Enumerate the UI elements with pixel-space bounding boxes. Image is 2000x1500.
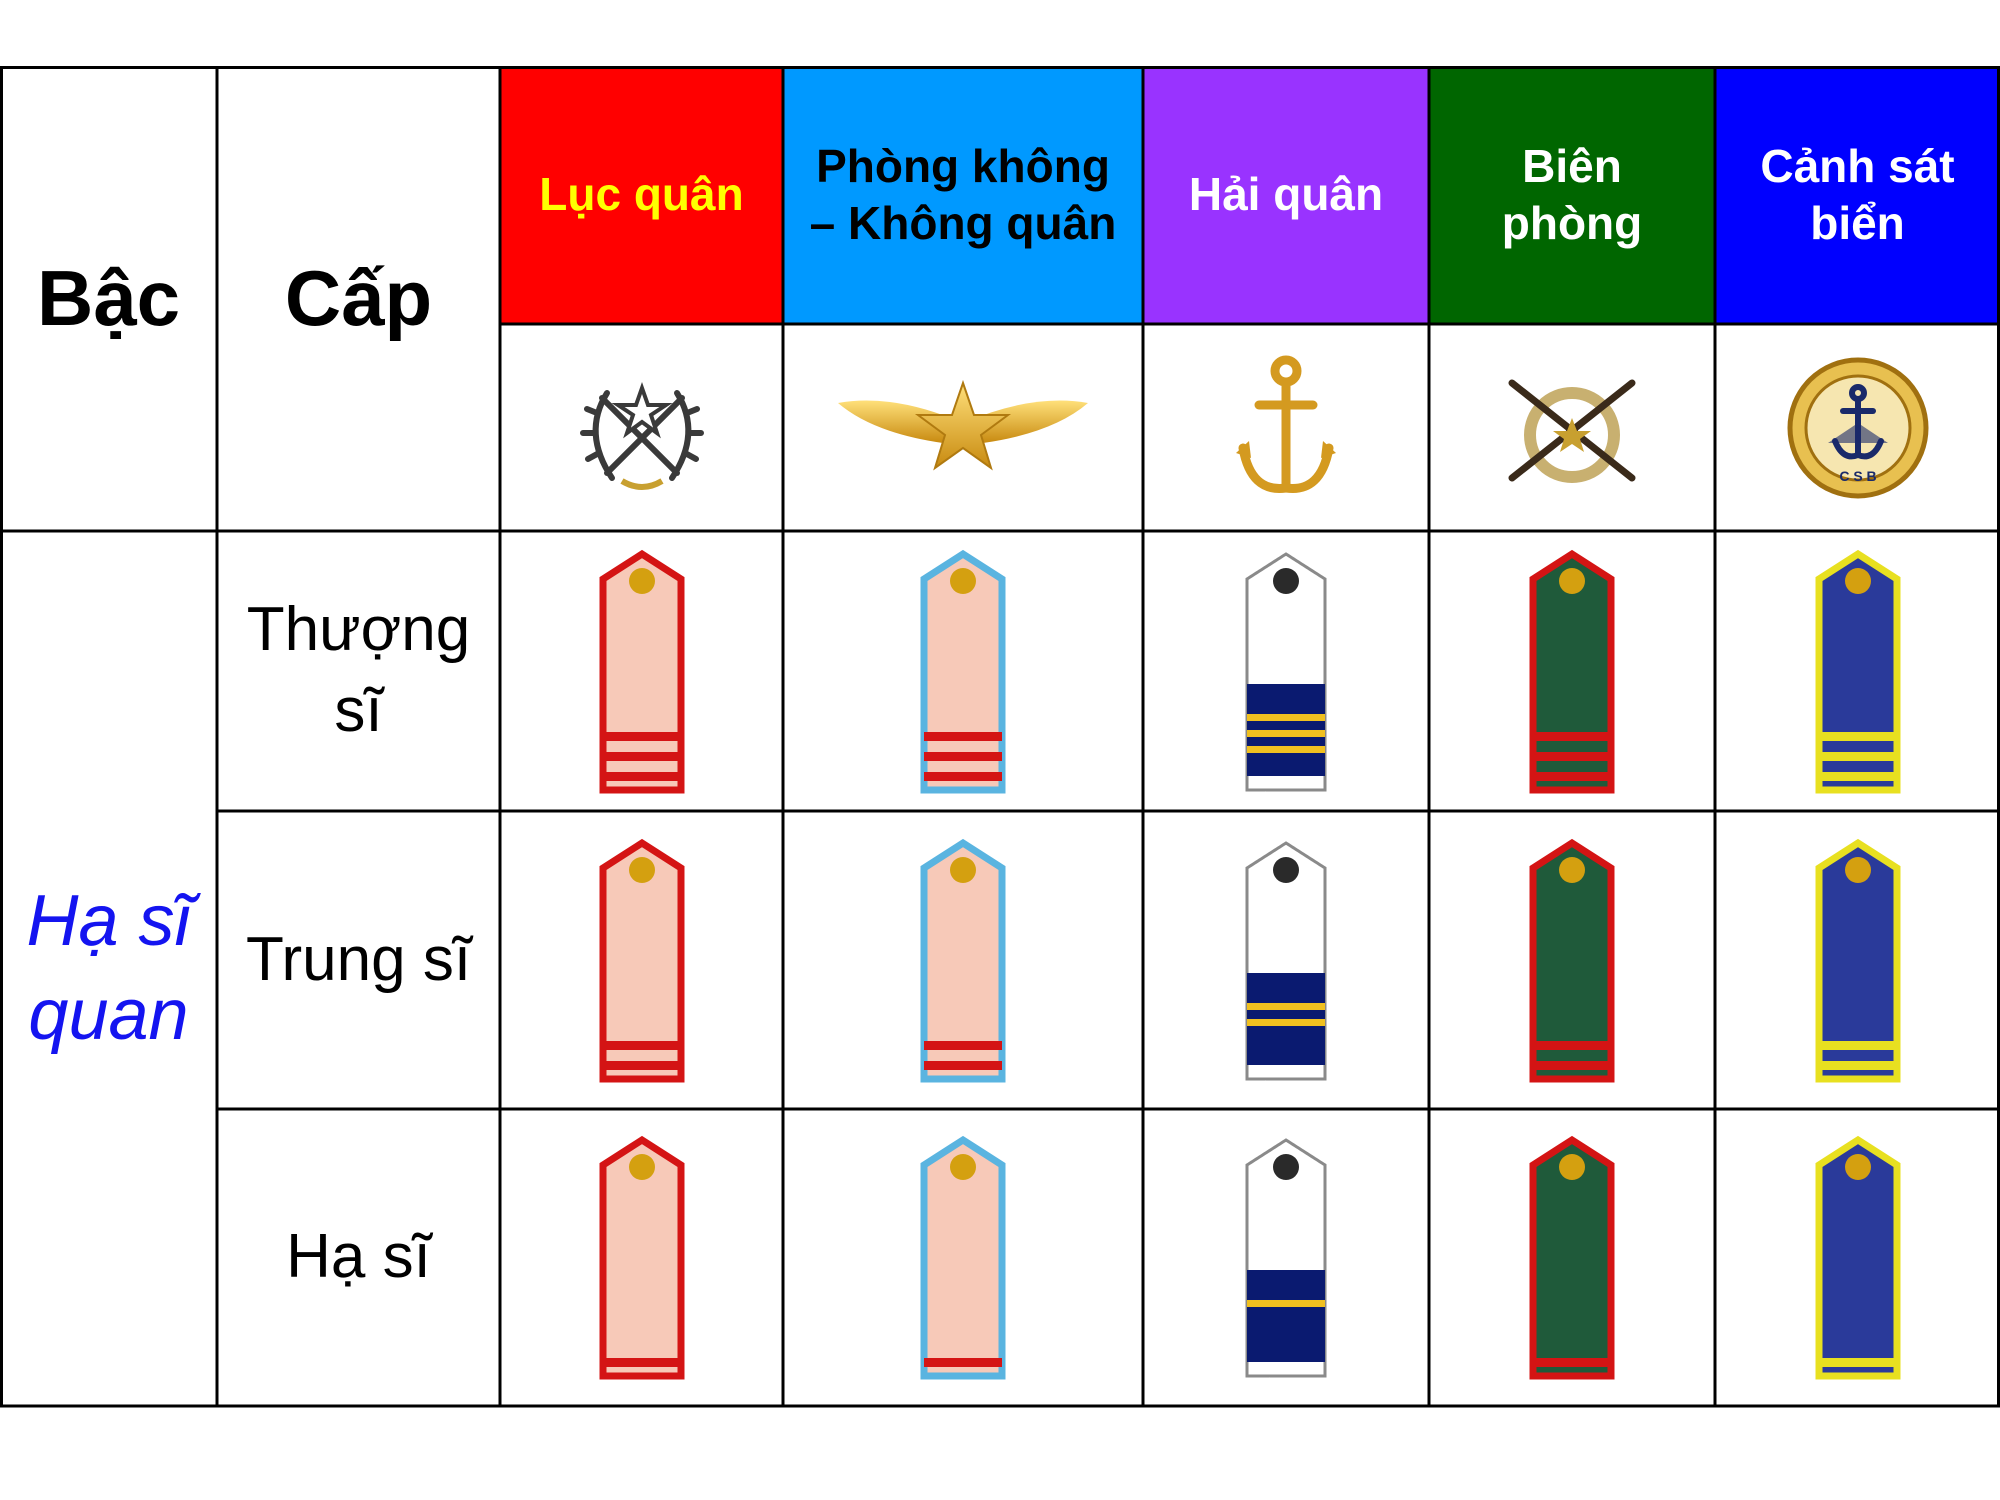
table-grid-lines bbox=[0, 66, 2000, 1408]
shoulder-board-insignia bbox=[1245, 551, 1327, 791]
shoulder-board-insignia bbox=[1529, 838, 1615, 1082]
emblem-cell-luc-quan bbox=[500, 324, 783, 531]
rank-stripe bbox=[1818, 1358, 1897, 1367]
shoulder-board-insignia bbox=[1815, 838, 1900, 1082]
winged-star-emblem bbox=[838, 379, 1088, 471]
svg-text:C S B: C S B bbox=[1839, 468, 1876, 484]
rank-stripe bbox=[602, 1358, 681, 1367]
button-emblem bbox=[1559, 567, 1585, 594]
button-emblem bbox=[1559, 1154, 1585, 1180]
rank-stripe bbox=[602, 1040, 681, 1050]
shoulder-board-insignia bbox=[920, 838, 1006, 1082]
button-emblem bbox=[1844, 567, 1871, 594]
shoulder-board-insignia bbox=[920, 549, 1006, 793]
rank-stripe bbox=[1533, 731, 1611, 741]
shoulder-board-insignia bbox=[1529, 549, 1615, 793]
rank-stripe bbox=[1247, 1002, 1325, 1010]
anchor-emblem bbox=[1236, 355, 1336, 493]
header-cap: Cấp bbox=[284, 254, 433, 342]
button-emblem bbox=[628, 1154, 655, 1180]
rank-stripe bbox=[924, 771, 1002, 781]
rank-label-trung-si: Trung sĩ bbox=[245, 924, 472, 994]
shoulder-board-insignia bbox=[920, 1135, 1006, 1380]
rank-stripe bbox=[1533, 1358, 1611, 1367]
button-emblem bbox=[628, 567, 655, 594]
rank-label-ha-si: Hạ sĩ bbox=[286, 1222, 431, 1292]
rank-stripe bbox=[602, 751, 681, 761]
shoulder-board-insignia bbox=[599, 838, 684, 1082]
button-emblem bbox=[1273, 567, 1299, 594]
header-bac: Bậc bbox=[36, 254, 181, 342]
rank-stripe bbox=[602, 731, 681, 741]
rank-stripe bbox=[924, 1040, 1002, 1050]
branch-header-luc-quan: Lục quân bbox=[500, 66, 783, 324]
shoulder-board-insignia bbox=[1815, 549, 1900, 793]
rank-stripe bbox=[1533, 751, 1611, 761]
branch-header-hai-quan: Hải quân bbox=[1143, 66, 1429, 324]
rank-stripe bbox=[1247, 1018, 1325, 1026]
branch-header-bien-phong: Biên phòng bbox=[1429, 66, 1715, 324]
rank-stripe bbox=[1818, 1060, 1897, 1070]
rank-stripe bbox=[1533, 1040, 1611, 1050]
rank-label-thuong-si: Thượng sĩ bbox=[246, 595, 471, 745]
emblem-cell-phong-khong bbox=[783, 324, 1143, 531]
shoulder-board-insignia bbox=[1245, 840, 1327, 1080]
shoulder-board-insignia bbox=[1815, 1135, 1900, 1380]
crossed-rifles-emblem bbox=[1508, 379, 1636, 483]
branch-header-phong-khong: Phòng không – Không quân bbox=[783, 66, 1143, 324]
button-emblem bbox=[950, 1154, 976, 1180]
rank-stripe bbox=[1533, 771, 1611, 781]
rank-stripe bbox=[1247, 729, 1325, 737]
shoulder-board-insignia bbox=[599, 549, 684, 793]
branch-header-canh-sat-bien: Cảnh sát biển bbox=[1715, 66, 2000, 324]
emblem-cell-hai-quan bbox=[1143, 324, 1429, 531]
rank-stripe bbox=[602, 1060, 681, 1070]
button-emblem bbox=[1273, 1154, 1299, 1180]
rank-stripe bbox=[924, 751, 1002, 761]
button-emblem bbox=[950, 856, 976, 883]
rank-stripe bbox=[924, 1060, 1002, 1070]
rank-stripe bbox=[1247, 745, 1325, 753]
csb-anchor-emblem: C S B bbox=[1787, 357, 1928, 498]
button-emblem bbox=[1559, 856, 1585, 883]
emblem-cell-bien-phong bbox=[1429, 324, 1715, 531]
rank-stripe bbox=[1533, 1060, 1611, 1070]
shoulder-board-insignia bbox=[599, 1135, 684, 1380]
wreath-crossed-rifles-star-emblem bbox=[579, 381, 704, 490]
button-emblem bbox=[950, 567, 976, 594]
emblem-cell-canh-sat-bien: C S B bbox=[1715, 324, 2000, 531]
rank-stripe bbox=[1247, 1300, 1325, 1307]
rank-stripe bbox=[1818, 1040, 1897, 1050]
button-emblem bbox=[1844, 856, 1871, 883]
rank-stripe bbox=[602, 771, 681, 781]
rank-stripe bbox=[1818, 731, 1897, 741]
rank-stripe bbox=[1247, 713, 1325, 721]
tier-label: Hạ sĩ quan bbox=[26, 880, 191, 1055]
button-emblem bbox=[1273, 856, 1299, 883]
rank-stripe bbox=[1818, 771, 1897, 781]
shoulder-board-insignia bbox=[1529, 1135, 1615, 1380]
rank-stripe bbox=[924, 1358, 1002, 1367]
button-emblem bbox=[1844, 1154, 1871, 1180]
rank-stripe bbox=[924, 731, 1002, 741]
button-emblem bbox=[628, 856, 655, 883]
rank-stripe bbox=[1818, 751, 1897, 761]
shoulder-board-insignia bbox=[1245, 1138, 1327, 1378]
